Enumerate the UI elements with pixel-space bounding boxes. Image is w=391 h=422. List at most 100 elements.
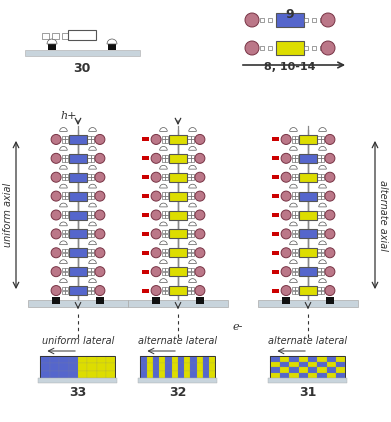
- Bar: [62, 136, 65, 139]
- Circle shape: [151, 153, 161, 163]
- Bar: [188, 272, 191, 275]
- Wedge shape: [160, 260, 167, 264]
- Bar: [260, 18, 264, 22]
- Wedge shape: [290, 222, 297, 226]
- Wedge shape: [189, 260, 196, 264]
- Bar: [62, 215, 65, 218]
- Bar: [165, 215, 169, 218]
- Circle shape: [51, 210, 61, 220]
- Wedge shape: [60, 260, 67, 264]
- Bar: [317, 367, 327, 373]
- Bar: [96, 297, 104, 304]
- Bar: [165, 371, 172, 378]
- Bar: [299, 367, 308, 373]
- Bar: [161, 234, 165, 237]
- Bar: [88, 287, 91, 290]
- Bar: [292, 230, 295, 233]
- Bar: [280, 373, 289, 378]
- Bar: [69, 154, 87, 163]
- Circle shape: [325, 172, 335, 182]
- Bar: [190, 356, 197, 363]
- Bar: [152, 297, 160, 304]
- Wedge shape: [319, 203, 326, 207]
- Bar: [292, 234, 295, 237]
- Bar: [191, 291, 194, 294]
- Circle shape: [195, 286, 205, 295]
- Bar: [317, 362, 327, 367]
- Bar: [320, 46, 325, 50]
- Bar: [62, 272, 65, 275]
- Bar: [165, 230, 169, 233]
- Bar: [142, 213, 149, 217]
- Bar: [292, 154, 295, 158]
- Bar: [88, 291, 91, 294]
- Bar: [289, 367, 299, 373]
- Bar: [188, 287, 191, 290]
- Bar: [91, 136, 94, 139]
- Bar: [317, 287, 321, 290]
- Bar: [50, 371, 59, 378]
- Bar: [91, 249, 94, 252]
- Bar: [165, 234, 169, 237]
- Bar: [197, 356, 203, 363]
- Bar: [317, 234, 321, 237]
- Bar: [28, 300, 128, 307]
- Bar: [62, 158, 65, 162]
- Bar: [197, 371, 203, 378]
- Bar: [197, 363, 203, 371]
- Bar: [188, 211, 191, 214]
- Bar: [159, 371, 165, 378]
- Bar: [91, 234, 94, 237]
- Circle shape: [195, 191, 205, 201]
- Bar: [295, 192, 298, 196]
- Bar: [292, 215, 295, 218]
- Bar: [78, 356, 87, 363]
- Bar: [88, 139, 91, 143]
- Bar: [62, 249, 65, 252]
- Bar: [317, 196, 321, 199]
- Bar: [299, 356, 308, 362]
- Bar: [165, 272, 169, 275]
- Bar: [165, 154, 169, 158]
- Bar: [88, 230, 91, 233]
- Bar: [299, 267, 317, 276]
- Bar: [188, 230, 191, 233]
- Circle shape: [281, 267, 291, 277]
- Wedge shape: [189, 241, 196, 245]
- Wedge shape: [290, 127, 297, 131]
- Wedge shape: [160, 241, 167, 245]
- Text: uniform lateral: uniform lateral: [42, 336, 114, 346]
- Bar: [272, 175, 279, 179]
- Bar: [289, 373, 299, 378]
- Bar: [292, 287, 295, 290]
- Bar: [299, 154, 317, 163]
- Bar: [188, 249, 191, 252]
- Wedge shape: [319, 146, 326, 150]
- Bar: [91, 211, 94, 214]
- Bar: [88, 268, 91, 271]
- Bar: [178, 363, 184, 371]
- Bar: [317, 136, 321, 139]
- Bar: [142, 270, 149, 273]
- Bar: [108, 44, 116, 50]
- Bar: [295, 230, 298, 233]
- Bar: [295, 291, 298, 294]
- Bar: [292, 192, 295, 196]
- Wedge shape: [160, 146, 167, 150]
- Bar: [169, 230, 187, 238]
- Bar: [65, 287, 68, 290]
- Bar: [295, 211, 298, 214]
- Bar: [191, 136, 194, 139]
- Bar: [165, 268, 169, 271]
- Wedge shape: [319, 279, 326, 282]
- Bar: [88, 192, 91, 196]
- Bar: [272, 213, 279, 217]
- Bar: [191, 268, 194, 271]
- Bar: [165, 287, 169, 290]
- Bar: [299, 173, 317, 182]
- Bar: [317, 230, 321, 233]
- Bar: [327, 367, 336, 373]
- Circle shape: [95, 248, 105, 258]
- Bar: [209, 371, 215, 378]
- Bar: [65, 158, 68, 162]
